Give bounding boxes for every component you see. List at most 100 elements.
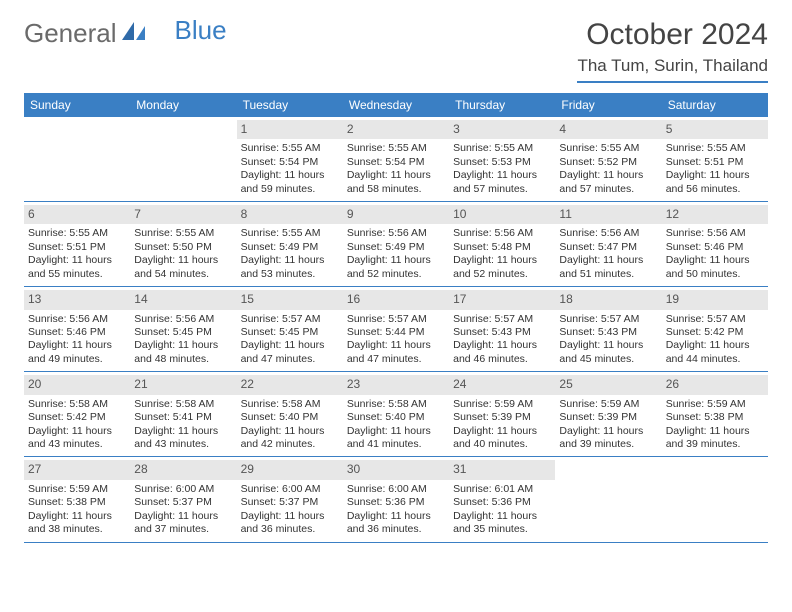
daylight-text: and 43 minutes. bbox=[28, 438, 126, 451]
day-number: 26 bbox=[662, 375, 768, 394]
day-number: 19 bbox=[662, 290, 768, 309]
sunset-text: Sunset: 5:38 PM bbox=[666, 411, 764, 424]
sunrise-text: Sunrise: 5:58 AM bbox=[28, 398, 126, 411]
day-number: 14 bbox=[130, 290, 236, 309]
sunrise-text: Sunrise: 5:58 AM bbox=[241, 398, 339, 411]
day-number: 24 bbox=[449, 375, 555, 394]
daylight-text: Daylight: 11 hours bbox=[559, 169, 657, 182]
daylight-text: and 43 minutes. bbox=[134, 438, 232, 451]
sunrise-text: Sunrise: 5:55 AM bbox=[347, 142, 445, 155]
sunset-text: Sunset: 5:52 PM bbox=[559, 156, 657, 169]
day-cell: 23Sunrise: 5:58 AMSunset: 5:40 PMDayligh… bbox=[343, 372, 449, 456]
daylight-text: Daylight: 11 hours bbox=[666, 254, 764, 267]
day-cell: 28Sunrise: 6:00 AMSunset: 5:37 PMDayligh… bbox=[130, 457, 236, 541]
day-number: 10 bbox=[449, 205, 555, 224]
day-cell: 22Sunrise: 5:58 AMSunset: 5:40 PMDayligh… bbox=[237, 372, 343, 456]
sunrise-text: Sunrise: 5:55 AM bbox=[241, 227, 339, 240]
daylight-text: and 55 minutes. bbox=[28, 268, 126, 281]
daylight-text: Daylight: 11 hours bbox=[347, 169, 445, 182]
sunrise-text: Sunrise: 5:57 AM bbox=[666, 313, 764, 326]
day-cell: 6Sunrise: 5:55 AMSunset: 5:51 PMDaylight… bbox=[24, 202, 130, 286]
sunset-text: Sunset: 5:51 PM bbox=[666, 156, 764, 169]
daylight-text: and 39 minutes. bbox=[559, 438, 657, 451]
day-number: 21 bbox=[130, 375, 236, 394]
daylight-text: Daylight: 11 hours bbox=[666, 425, 764, 438]
daylight-text: Daylight: 11 hours bbox=[453, 254, 551, 267]
sunrise-text: Sunrise: 5:59 AM bbox=[28, 483, 126, 496]
sunrise-text: Sunrise: 5:56 AM bbox=[134, 313, 232, 326]
sunrise-text: Sunrise: 5:55 AM bbox=[134, 227, 232, 240]
day-number: 1 bbox=[237, 120, 343, 139]
sunset-text: Sunset: 5:37 PM bbox=[241, 496, 339, 509]
daylight-text: Daylight: 11 hours bbox=[559, 339, 657, 352]
week-row: 13Sunrise: 5:56 AMSunset: 5:46 PMDayligh… bbox=[24, 287, 768, 372]
daylight-text: Daylight: 11 hours bbox=[241, 169, 339, 182]
day-cell: 15Sunrise: 5:57 AMSunset: 5:45 PMDayligh… bbox=[237, 287, 343, 371]
logo: General Blue bbox=[24, 18, 227, 49]
day-number: 27 bbox=[24, 460, 130, 479]
sunset-text: Sunset: 5:40 PM bbox=[347, 411, 445, 424]
day-number: 12 bbox=[662, 205, 768, 224]
day-number: 8 bbox=[237, 205, 343, 224]
sunset-text: Sunset: 5:49 PM bbox=[241, 241, 339, 254]
daylight-text: and 41 minutes. bbox=[347, 438, 445, 451]
week-row: ..1Sunrise: 5:55 AMSunset: 5:54 PMDaylig… bbox=[24, 117, 768, 202]
sunset-text: Sunset: 5:36 PM bbox=[453, 496, 551, 509]
daylight-text: Daylight: 11 hours bbox=[28, 510, 126, 523]
daylight-text: Daylight: 11 hours bbox=[28, 339, 126, 352]
sunset-text: Sunset: 5:42 PM bbox=[28, 411, 126, 424]
day-number: 13 bbox=[24, 290, 130, 309]
daylight-text: and 37 minutes. bbox=[134, 523, 232, 536]
sunset-text: Sunset: 5:53 PM bbox=[453, 156, 551, 169]
sunset-text: Sunset: 5:48 PM bbox=[453, 241, 551, 254]
daylight-text: and 39 minutes. bbox=[666, 438, 764, 451]
location: Tha Tum, Surin, Thailand bbox=[577, 56, 768, 79]
daylight-text: Daylight: 11 hours bbox=[453, 510, 551, 523]
daylight-text: and 58 minutes. bbox=[347, 183, 445, 196]
sunset-text: Sunset: 5:40 PM bbox=[241, 411, 339, 424]
empty-cell: . bbox=[24, 117, 130, 201]
daylight-text: and 45 minutes. bbox=[559, 353, 657, 366]
day-number: 17 bbox=[449, 290, 555, 309]
sunset-text: Sunset: 5:38 PM bbox=[28, 496, 126, 509]
daylight-text: and 56 minutes. bbox=[666, 183, 764, 196]
day-cell: 24Sunrise: 5:59 AMSunset: 5:39 PMDayligh… bbox=[449, 372, 555, 456]
day-number: 25 bbox=[555, 375, 661, 394]
day-cell: 21Sunrise: 5:58 AMSunset: 5:41 PMDayligh… bbox=[130, 372, 236, 456]
day-number: 22 bbox=[237, 375, 343, 394]
daylight-text: and 52 minutes. bbox=[347, 268, 445, 281]
daylight-text: and 50 minutes. bbox=[666, 268, 764, 281]
sunset-text: Sunset: 5:54 PM bbox=[347, 156, 445, 169]
day-cell: 3Sunrise: 5:55 AMSunset: 5:53 PMDaylight… bbox=[449, 117, 555, 201]
sunset-text: Sunset: 5:45 PM bbox=[241, 326, 339, 339]
dow-thursday: Thursday bbox=[449, 93, 555, 117]
day-cell: 31Sunrise: 6:01 AMSunset: 5:36 PMDayligh… bbox=[449, 457, 555, 541]
calendar: SundayMondayTuesdayWednesdayThursdayFrid… bbox=[24, 93, 768, 543]
sunset-text: Sunset: 5:51 PM bbox=[28, 241, 126, 254]
day-cell: 25Sunrise: 5:59 AMSunset: 5:39 PMDayligh… bbox=[555, 372, 661, 456]
sunset-text: Sunset: 5:46 PM bbox=[666, 241, 764, 254]
daylight-text: and 51 minutes. bbox=[559, 268, 657, 281]
sunset-text: Sunset: 5:36 PM bbox=[347, 496, 445, 509]
day-number: 4 bbox=[555, 120, 661, 139]
day-cell: 5Sunrise: 5:55 AMSunset: 5:51 PMDaylight… bbox=[662, 117, 768, 201]
daylight-text: Daylight: 11 hours bbox=[134, 339, 232, 352]
sunset-text: Sunset: 5:42 PM bbox=[666, 326, 764, 339]
daylight-text: Daylight: 11 hours bbox=[559, 425, 657, 438]
empty-cell: . bbox=[130, 117, 236, 201]
day-cell: 12Sunrise: 5:56 AMSunset: 5:46 PMDayligh… bbox=[662, 202, 768, 286]
day-cell: 30Sunrise: 6:00 AMSunset: 5:36 PMDayligh… bbox=[343, 457, 449, 541]
day-number: 16 bbox=[343, 290, 449, 309]
daylight-text: Daylight: 11 hours bbox=[347, 254, 445, 267]
dow-saturday: Saturday bbox=[662, 93, 768, 117]
daylight-text: and 46 minutes. bbox=[453, 353, 551, 366]
daylight-text: Daylight: 11 hours bbox=[241, 510, 339, 523]
dow-tuesday: Tuesday bbox=[237, 93, 343, 117]
daylight-text: Daylight: 11 hours bbox=[559, 254, 657, 267]
day-cell: 1Sunrise: 5:55 AMSunset: 5:54 PMDaylight… bbox=[237, 117, 343, 201]
sunset-text: Sunset: 5:37 PM bbox=[134, 496, 232, 509]
sunset-text: Sunset: 5:47 PM bbox=[559, 241, 657, 254]
sunrise-text: Sunrise: 5:56 AM bbox=[347, 227, 445, 240]
day-cell: 8Sunrise: 5:55 AMSunset: 5:49 PMDaylight… bbox=[237, 202, 343, 286]
dow-wednesday: Wednesday bbox=[343, 93, 449, 117]
